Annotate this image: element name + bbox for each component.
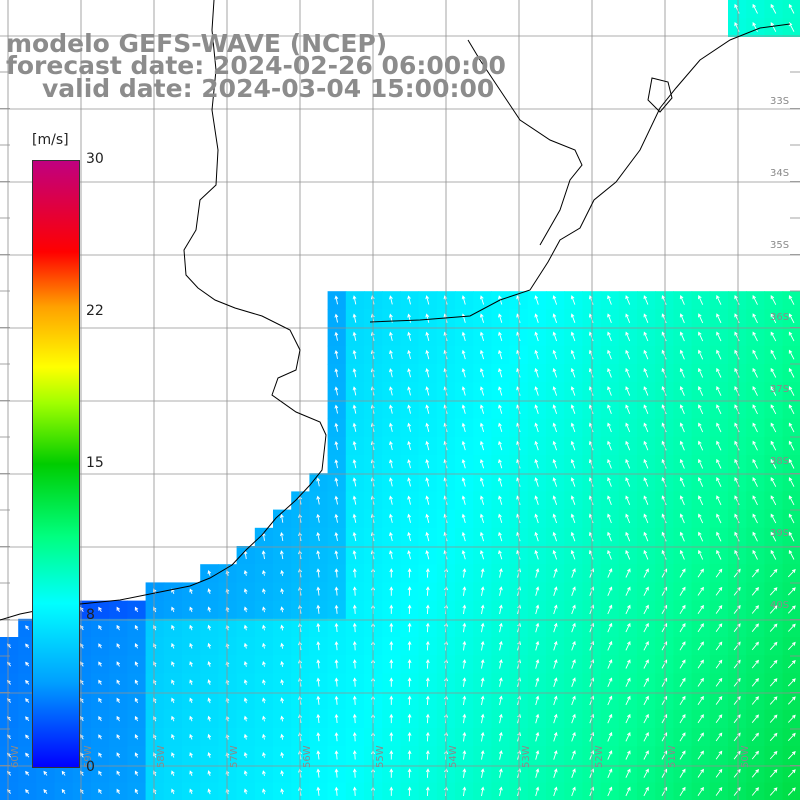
colorbar-tick: 15 — [86, 455, 104, 471]
longitude-labels: 60W 59W 58W 57W 56W 55W 54W 53W 52W 51W 50W — [10, 745, 751, 768]
latitude-labels: 33S 34S 35S 36S 37S 38S 39S 40S — [770, 96, 789, 611]
wave-direction-arrows — [6, 3, 796, 797]
lat-label: 40S — [770, 600, 789, 611]
colorbar-unit: [m/s] — [32, 132, 69, 148]
lon-label: 59W — [83, 745, 94, 768]
lat-label: 38S — [770, 456, 789, 467]
lon-label: 52W — [594, 745, 605, 768]
lon-label: 60W — [10, 745, 21, 768]
lat-label: 37S — [770, 384, 789, 395]
lat-label: 36S — [770, 312, 789, 323]
lon-label: 54W — [448, 745, 459, 768]
model-title: modelo GEFS-WAVE (NCEP) — [6, 29, 388, 58]
valid-date: valid date: 2024-03-04 15:00:00 — [42, 74, 495, 103]
lat-label: 33S — [770, 96, 789, 107]
lagoon — [647, 77, 673, 113]
colorbar — [32, 160, 80, 768]
colorbar-tick: 22 — [86, 303, 104, 319]
coastline-north — [369, 23, 791, 323]
lon-label: 57W — [229, 745, 240, 768]
lat-label: 35S — [770, 240, 789, 251]
lon-label: 50W — [740, 745, 751, 768]
river-border — [467, 39, 583, 246]
colorbar-tick: 0 — [86, 759, 95, 775]
colorbar-tick: 8 — [86, 607, 95, 623]
lon-label: 55W — [375, 745, 386, 768]
coastline — [0, 0, 327, 621]
lat-label: 39S — [770, 528, 789, 539]
lon-label: 53W — [521, 745, 532, 768]
forecast-date: forecast date: 2024-02-26 06:00:00 — [6, 51, 506, 80]
lon-label: 51W — [667, 745, 678, 768]
colorbar-tick: 30 — [86, 151, 104, 167]
lon-label: 58W — [156, 745, 167, 768]
lon-label: 56W — [302, 745, 313, 768]
lat-label: 34S — [770, 168, 789, 179]
